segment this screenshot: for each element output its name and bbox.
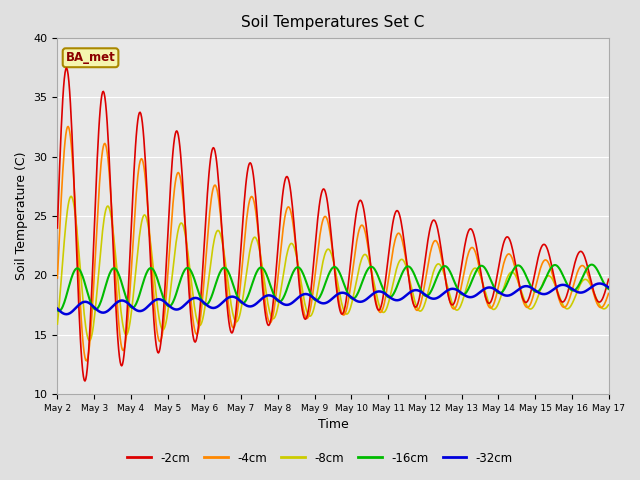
Y-axis label: Soil Temperature (C): Soil Temperature (C) bbox=[15, 152, 28, 280]
X-axis label: Time: Time bbox=[317, 419, 348, 432]
Legend: -2cm, -4cm, -8cm, -16cm, -32cm: -2cm, -4cm, -8cm, -16cm, -32cm bbox=[122, 447, 518, 469]
Text: BA_met: BA_met bbox=[66, 51, 115, 64]
Title: Soil Temperatures Set C: Soil Temperatures Set C bbox=[241, 15, 424, 30]
